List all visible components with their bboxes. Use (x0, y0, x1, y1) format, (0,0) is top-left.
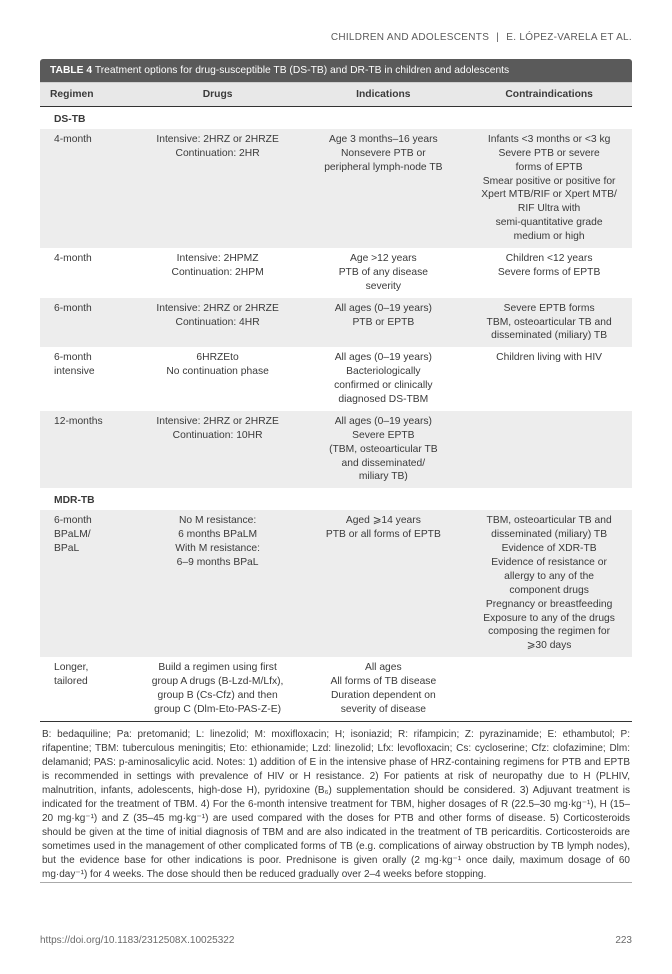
section-mdrtb: MDR-TB (40, 488, 632, 510)
cell-drugs: No M resistance:6 months BPaLMWith M res… (135, 510, 301, 657)
page-header: CHILDREN AND ADOLESCENTS | E. LÓPEZ-VARE… (40, 32, 632, 43)
cell-regimen: 4-month (40, 129, 135, 248)
header-separator: | (496, 32, 499, 43)
footer-page-number: 223 (615, 935, 632, 946)
cell-regimen: 6-monthBPaLM/BPaL (40, 510, 135, 657)
table-title-text: Treatment options for drug-susceptible T… (95, 65, 509, 76)
col-indications: Indications (300, 83, 466, 107)
col-contraindications: Contraindications (466, 83, 632, 107)
table-row: 4-month Intensive: 2HRZ or 2HRZEContinua… (40, 129, 632, 248)
table-row: 6-monthintensive 6HRZEtoNo continuation … (40, 347, 632, 411)
cell-contra (466, 411, 632, 488)
table-header-row: Regimen Drugs Indications Contraindicati… (40, 83, 632, 107)
cell-indications: All ages (0–19 years)Bacteriologicallyco… (300, 347, 466, 411)
table-row: 4-month Intensive: 2HPMZContinuation: 2H… (40, 248, 632, 298)
cell-drugs: Intensive: 2HPMZContinuation: 2HPM (135, 248, 301, 298)
cell-contra: Severe EPTB formsTBM, osteoarticular TB … (466, 298, 632, 348)
cell-regimen: 4-month (40, 248, 135, 298)
section-label: DS-TB (40, 107, 632, 129)
cell-indications: All ages (0–19 years)Severe EPTB(TBM, os… (300, 411, 466, 488)
cell-regimen: 6-monthintensive (40, 347, 135, 411)
cell-indications: Aged ⩾14 yearsPTB or all forms of EPTB (300, 510, 466, 657)
cell-drugs: Intensive: 2HRZ or 2HRZEContinuation: 10… (135, 411, 301, 488)
table-label: TABLE 4 (50, 65, 92, 76)
cell-contra: Children living with HIV (466, 347, 632, 411)
cell-regimen: Longer,tailored (40, 657, 135, 721)
header-right: E. LÓPEZ-VARELA ET AL. (506, 32, 632, 43)
page-footer: https://doi.org/10.1183/2312508X.1002532… (40, 935, 632, 946)
section-dstb: DS-TB (40, 107, 632, 129)
cell-regimen: 12-months (40, 411, 135, 488)
col-drugs: Drugs (135, 83, 301, 107)
cell-drugs: 6HRZEtoNo continuation phase (135, 347, 301, 411)
table-row: 12-months Intensive: 2HRZ or 2HRZEContin… (40, 411, 632, 488)
col-regimen: Regimen (40, 83, 135, 107)
table-title-bar: TABLE 4 Treatment options for drug-susce… (40, 59, 632, 82)
table-footnote: B: bedaquiline; Pa: pretomanid; L: linez… (40, 722, 632, 883)
cell-contra: Infants <3 months or <3 kgSevere PTB or … (466, 129, 632, 248)
cell-regimen: 6-month (40, 298, 135, 348)
section-label: MDR-TB (40, 488, 632, 510)
footer-doi: https://doi.org/10.1183/2312508X.1002532… (40, 935, 234, 946)
table-row: 6-month Intensive: 2HRZ or 2HRZEContinua… (40, 298, 632, 348)
cell-indications: Age >12 yearsPTB of any diseaseseverity (300, 248, 466, 298)
cell-indications: All ages (0–19 years)PTB or EPTB (300, 298, 466, 348)
cell-drugs: Intensive: 2HRZ or 2HRZEContinuation: 2H… (135, 129, 301, 248)
header-left: CHILDREN AND ADOLESCENTS (331, 32, 489, 43)
cell-indications: Age 3 months–16 yearsNonsevere PTB orper… (300, 129, 466, 248)
cell-contra: TBM, osteoarticular TB anddisseminated (… (466, 510, 632, 657)
cell-contra (466, 657, 632, 721)
table-row: Longer,tailored Build a regimen using fi… (40, 657, 632, 721)
table-row: 6-monthBPaLM/BPaL No M resistance:6 mont… (40, 510, 632, 657)
cell-drugs: Build a regimen using firstgroup A drugs… (135, 657, 301, 721)
cell-indications: All agesAll forms of TB diseaseDuration … (300, 657, 466, 721)
treatment-table: Regimen Drugs Indications Contraindicati… (40, 82, 632, 722)
cell-drugs: Intensive: 2HRZ or 2HRZEContinuation: 4H… (135, 298, 301, 348)
cell-contra: Children <12 yearsSevere forms of EPTB (466, 248, 632, 298)
